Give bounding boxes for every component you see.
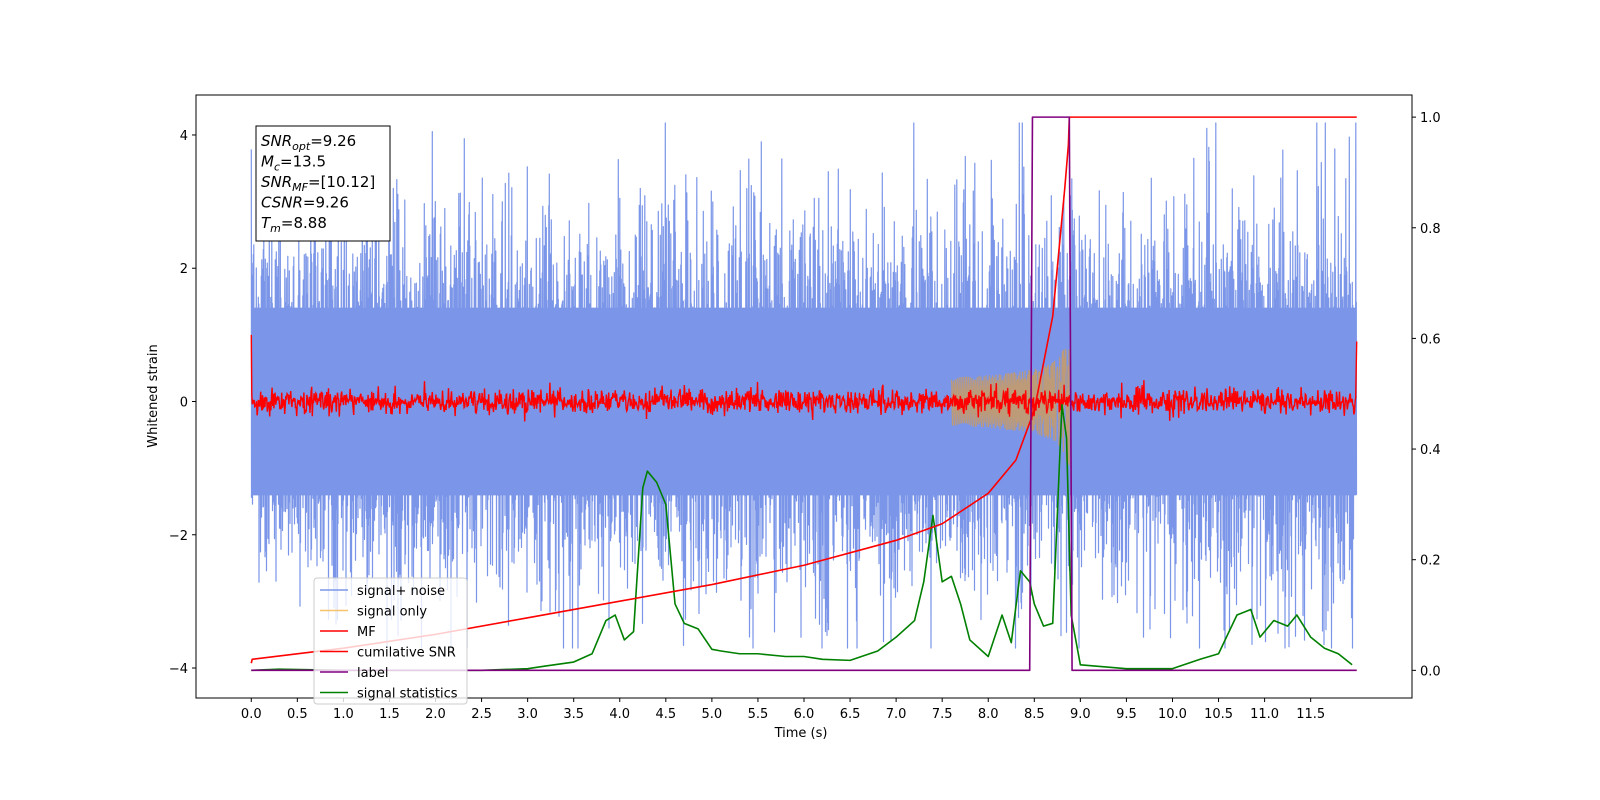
legend-entry: signal+ noise — [357, 584, 445, 599]
x-tick-label: 2.5 — [471, 707, 492, 722]
x-tick-label: 2.0 — [425, 707, 446, 722]
annotation-value: =8.88 — [281, 214, 327, 232]
y-left-tick-label: −2 — [169, 529, 188, 544]
x-tick-label: 8.5 — [1024, 707, 1045, 722]
series-signal-only — [950, 348, 1070, 466]
y-right-tick-label: 0.0 — [1420, 664, 1441, 679]
y-right-tick-label: 1.0 — [1420, 111, 1441, 126]
x-tick-label: 0.5 — [287, 707, 308, 722]
x-tick-label: 3.5 — [563, 707, 584, 722]
x-axis-label: Time (s) — [774, 726, 828, 741]
x-tick-label: 7.5 — [932, 707, 953, 722]
annotation-line: Tm=8.88 — [261, 214, 327, 235]
annotation-frame — [255, 125, 391, 242]
y-axis-right: 0.0 0.2 0.4 0.6 0.8 1.0 — [1412, 111, 1441, 679]
series-label — [251, 116, 1357, 672]
annotation-value: =9.26 — [310, 132, 356, 150]
x-tick-label: 8.0 — [978, 707, 999, 722]
annotation-line: SNRMF=[10.12] — [261, 173, 375, 194]
legend-entry: signal statistics — [357, 687, 458, 702]
annotation-value: =13.5 — [280, 153, 326, 171]
annotation-subscript: m — [270, 222, 281, 235]
x-tick-label: 11.5 — [1296, 707, 1325, 722]
legend-entry: signal only — [357, 605, 427, 620]
x-tick-label: 9.0 — [1070, 707, 1091, 722]
y-right-tick-label: 0.8 — [1420, 222, 1441, 237]
x-tick-label: 3.0 — [517, 707, 538, 722]
x-tick-label: 6.5 — [840, 707, 861, 722]
annotation-value: =9.26 — [303, 194, 349, 212]
x-tick-label: 7.0 — [886, 707, 907, 722]
annotation-symbol: SNR — [261, 132, 292, 150]
x-tick-label: 1.5 — [379, 707, 400, 722]
x-tick-label: 10.0 — [1158, 707, 1187, 722]
y-left-tick-label: −4 — [169, 662, 188, 677]
annotation-subscript: opt — [292, 140, 311, 153]
y-left-tick-label: 0 — [180, 395, 188, 410]
series-mf — [250, 334, 1358, 422]
x-tick-label: 9.5 — [1116, 707, 1137, 722]
annotation-line: CSNR=9.26 — [261, 194, 349, 212]
series-signal-noise — [250, 122, 1358, 649]
x-tick-label: 11.0 — [1250, 707, 1279, 722]
annotation-symbol: SNR — [261, 173, 292, 191]
annotation-line: SNRopt=9.26 — [261, 132, 356, 153]
x-axis: 0.0 0.5 1.0 1.5 2.0 2.5 3.0 3.5 4.0 4.5 5.0 5.5 6.0 6… — [241, 698, 1325, 722]
y-axis-label: Whitened strain — [146, 344, 161, 447]
y-right-tick-label: 0.4 — [1420, 443, 1441, 458]
series-signal-statistics — [251, 404, 1353, 672]
legend-entry: cumilative SNR — [357, 646, 456, 661]
annotation-subscript: MF — [292, 181, 308, 194]
y-left-tick-label: 4 — [180, 129, 188, 144]
x-tick-label: 6.0 — [794, 707, 815, 722]
legend-entry: label — [357, 666, 388, 681]
x-tick-label: 4.5 — [655, 707, 676, 722]
annotation-line: Mc=13.5 — [261, 153, 326, 174]
x-tick-label: 5.0 — [702, 707, 723, 722]
x-tick-label: 5.5 — [748, 707, 769, 722]
legend-entry: MF — [357, 625, 376, 640]
y-right-tick-label: 0.2 — [1420, 554, 1441, 569]
legend: signal+ noise signal only MF cumilative SNR… — [313, 577, 468, 705]
legend-frame — [313, 577, 468, 705]
annotation-symbol: T — [261, 214, 272, 232]
annotation-box: SNRopt=9.26Mc=13.5SNRMF=[10.12]CSNR=9.26… — [255, 125, 391, 242]
y-axis-left: −4 −2 0 2 4 — [169, 129, 196, 677]
x-tick-label: 4.0 — [609, 707, 630, 722]
annotation-symbol: CSNR — [261, 194, 303, 212]
x-tick-label: 10.5 — [1204, 707, 1233, 722]
annotation-symbol: M — [261, 153, 274, 171]
annotation-value: =[10.12] — [308, 173, 375, 191]
y-left-tick-label: 2 — [180, 262, 188, 277]
y-right-tick-label: 0.6 — [1420, 332, 1441, 347]
annotation-subscript: c — [274, 161, 280, 174]
x-tick-label: 1.0 — [333, 707, 354, 722]
x-tick-label: 0.0 — [241, 707, 262, 722]
